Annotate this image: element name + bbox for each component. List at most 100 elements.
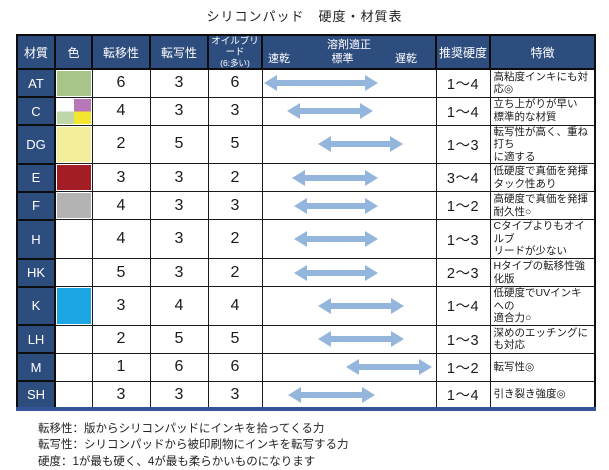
arrow-right-head-icon [365,197,379,214]
print-transfer-value: 3 [149,258,209,288]
header-solvent-slow: 遅乾 [395,53,417,65]
feature-text: 転写性◎ [489,352,596,382]
feature-text: 引き裂き強度◎ [489,380,596,410]
hardness-value: 1～3 [435,324,491,354]
hardness-value: 1～4 [435,68,491,98]
arrow-left-head-icon [288,386,302,403]
solvent-range-arrow [317,331,405,348]
color-swatch [57,288,91,324]
solvent-range-arrow [291,169,379,186]
oil-bleed-value: 6 [207,68,263,98]
solvent-range-arrow [286,103,374,119]
arrow-left-head-icon [293,231,307,248]
footnote-transfer: 転移性：版からシリコンパッドにインキを拾ってくる力 [38,423,325,436]
color-cell [54,352,93,382]
table-row-AT: AT 6 3 6 1～4 高粘度インキにも対応◎ [16,68,596,98]
header-oil-bleed-note: (6:多い) [220,58,250,68]
arrow-right-head-icon [391,297,405,314]
solvent-range-arrow [264,75,379,92]
header-material: 材質 [16,34,56,70]
header-row: 材質 色 転移性 転写性 オイルブリード (6:多い) 溶剤適正 速乾 標準 遅… [16,34,596,70]
oil-bleed-value: 5 [207,124,263,165]
footnotes: 転移性：版からシリコンパッドにインキを拾ってくる力 転写性：シリコンパッドから被… [38,421,609,469]
header-solvent: 溶剤適正 速乾 標準 遅乾 [261,34,437,70]
transfer-value: 1 [91,352,151,382]
oil-bleed-value: 2 [207,258,263,288]
header-print-transfer: 転写性 [149,34,209,70]
footnote-hardness: 硬度：1が最も硬く、4が最も柔らかいものになります [38,455,316,468]
feature-text: 高粘度インキにも対応◎ [489,68,596,98]
header-oil-bleed: オイルブリード (6:多い) [207,34,263,70]
transfer-value: 6 [91,68,151,98]
print-transfer-value: 3 [149,191,209,221]
table-row-LH: LH 2 5 5 1～3 深めのエッチングにも対応 [16,324,596,355]
hardness-value: 1～3 [435,219,491,260]
color-swatch [57,98,91,124]
print-transfer-value: 6 [149,352,209,382]
hardness-value: 1～2 [435,191,491,221]
arrow-right-head-icon [360,103,374,119]
arrow-right-head-icon [419,359,433,376]
color-cell [54,68,93,98]
feature-text: 高硬度で真価を発揮 耐久性○ [489,191,596,221]
arrow-left-head-icon [345,359,359,376]
arrow-right-head-icon [365,264,379,281]
page-title: シリコンパッド 硬度・材質表 [206,9,403,24]
material-label: E [16,162,56,193]
oil-bleed-value: 5 [207,324,263,354]
solvent-range-cell [261,324,437,354]
color-swatch [57,165,91,191]
table-row-DG: DG 2 5 5 1～3 転写性が高く、重ね打ち に適する [16,124,596,165]
solvent-range-arrow [293,231,379,248]
oil-bleed-value: 2 [207,163,263,193]
solvent-range-arrow [288,386,375,403]
arrow-left-head-icon [293,197,307,214]
transfer-value: 3 [91,286,151,326]
header-color: 色 [54,34,93,70]
color-swatch [57,193,91,219]
solvent-range-arrow [293,264,379,281]
header-solvent-standard: 標準 [331,53,354,65]
arrow-right-head-icon [365,231,379,248]
color-cell [54,163,93,193]
solvent-range-cell [261,380,437,410]
print-transfer-value: 3 [149,219,209,260]
table-row-HK: HK 5 3 2 2～3 Hタイプの転移性強化版 [16,257,596,288]
arrow-left-head-icon [286,103,300,119]
material-label: H [16,218,56,260]
feature-text: 低硬度でUVインキへの 適合力○ [489,286,596,326]
print-transfer-value: 5 [149,124,209,165]
oil-bleed-value: 2 [207,219,263,260]
feature-text: 転写性が高く、重ね打ち に適する [489,124,596,165]
color-cell [54,286,93,326]
table-row-K: K 3 4 4 1～4 低硬度でUVインキへの 適合力○ [16,285,596,327]
header-solvent-fast: 速乾 [268,53,290,65]
arrow-left-head-icon [317,297,331,314]
arrow-right-head-icon [361,386,375,403]
print-transfer-value: 3 [149,96,209,126]
hardness-value: 1～3 [435,124,491,165]
material-label: C [16,96,56,126]
material-label: M [16,352,56,383]
print-transfer-value: 3 [149,380,209,410]
material-label: F [16,190,56,221]
print-transfer-value: 5 [149,324,209,354]
solvent-range-cell [261,219,437,260]
color-cell [54,219,93,260]
feature-text: 深めのエッチングにも対応 [489,324,596,354]
header-transfer: 転移性 [91,34,151,70]
hardness-value: 1～4 [435,96,491,126]
table-row-F: F 4 3 3 1～2 高硬度で真価を発揮 耐久性○ [16,190,596,221]
color-cell [54,324,93,354]
table-row-H: H 4 3 2 1～3 Cタイプよりもオイルブ リードが少ない [16,218,596,260]
hardness-material-table: 材質 色 転移性 転写性 オイルブリード (6:多い) 溶剤適正 速乾 標準 遅… [16,34,596,412]
arrow-left-head-icon [264,75,278,92]
color-cell [54,124,93,165]
transfer-value: 4 [91,191,151,221]
color-swatch [57,126,91,163]
solvent-range-arrow [293,197,379,214]
solvent-range-arrow [317,136,403,153]
header-hardness: 推奨硬度 [435,34,491,70]
solvent-range-cell [261,286,437,326]
solvent-range-cell [261,163,437,193]
